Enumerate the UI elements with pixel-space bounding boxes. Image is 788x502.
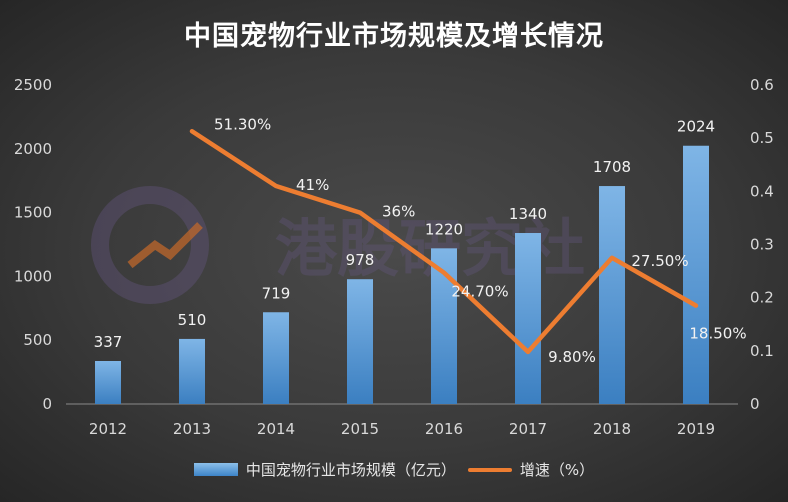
y-right-tick-label: 0.1 (750, 342, 774, 360)
legend-label-line: 增速（%） (519, 461, 595, 479)
x-tick-label: 2019 (677, 420, 715, 438)
legend-item-bar[interactable]: 中国宠物行业市场规模（亿元） (193, 459, 456, 480)
x-tick-label: 2013 (173, 420, 211, 438)
bar-data-label: 1708 (593, 158, 631, 176)
legend-label-bar: 中国宠物行业市场规模（亿元） (245, 461, 456, 479)
bar-2012 (95, 360, 121, 404)
bar-data-label: 1220 (425, 220, 463, 238)
legend-swatch-bar (193, 463, 238, 476)
legend-item-line[interactable]: 增速（%） (456, 459, 594, 480)
x-tick-label: 2018 (593, 420, 631, 438)
y-left-tick-label: 2000 (14, 140, 52, 158)
bar-data-label: 1340 (509, 205, 547, 223)
x-tick-label: 2017 (509, 420, 547, 438)
line-data-label: 51.30% (214, 115, 271, 133)
y-right-tick-label: 0.6 (750, 76, 774, 94)
line-data-label: 9.80% (548, 348, 596, 366)
y-left-tick-label: 2500 (14, 76, 52, 94)
line-data-label: 18.50% (689, 325, 746, 343)
y-left-tick-label: 0 (42, 395, 52, 413)
line-data-label: 27.50% (631, 252, 688, 270)
bar-data-label: 2024 (677, 118, 715, 136)
bar-2013 (179, 338, 205, 404)
y-right-tick-label: 0.5 (750, 129, 774, 147)
y-right-tick-label: 0.2 (750, 289, 774, 307)
line-data-label: 36% (382, 203, 415, 221)
legend: 中国宠物行业市场规模（亿元） 增速（%） (0, 459, 788, 480)
y-right-tick-label: 0 (750, 395, 760, 413)
x-tick-label: 2015 (341, 420, 379, 438)
bar-2017 (515, 233, 541, 404)
y-right-tick-label: 0.3 (750, 236, 774, 254)
line-data-label: 41% (296, 176, 329, 194)
y-left-tick-label: 500 (23, 331, 52, 349)
growth-line (189, 129, 699, 355)
line-data-label: 24.70% (451, 283, 508, 301)
x-tick-label: 2016 (425, 420, 463, 438)
legend-swatch-line (467, 467, 512, 472)
bar-data-label: 510 (178, 311, 207, 329)
chart-title: 中国宠物行业市场规模及增长情况 (184, 21, 604, 52)
bar-2018 (599, 186, 625, 404)
x-tick-label: 2014 (257, 420, 295, 438)
y-left-tick-label: 1500 (14, 204, 52, 222)
bar-2014 (263, 312, 289, 404)
y-left-tick-label: 1000 (14, 267, 52, 285)
bar-2015 (347, 279, 373, 404)
bar-data-label: 337 (94, 333, 123, 351)
x-tick-label: 2012 (89, 420, 127, 438)
bar-data-label: 719 (262, 284, 291, 302)
bar-2019 (683, 145, 709, 404)
bar-data-label: 978 (346, 251, 375, 269)
y-right-tick-label: 0.4 (750, 182, 774, 200)
